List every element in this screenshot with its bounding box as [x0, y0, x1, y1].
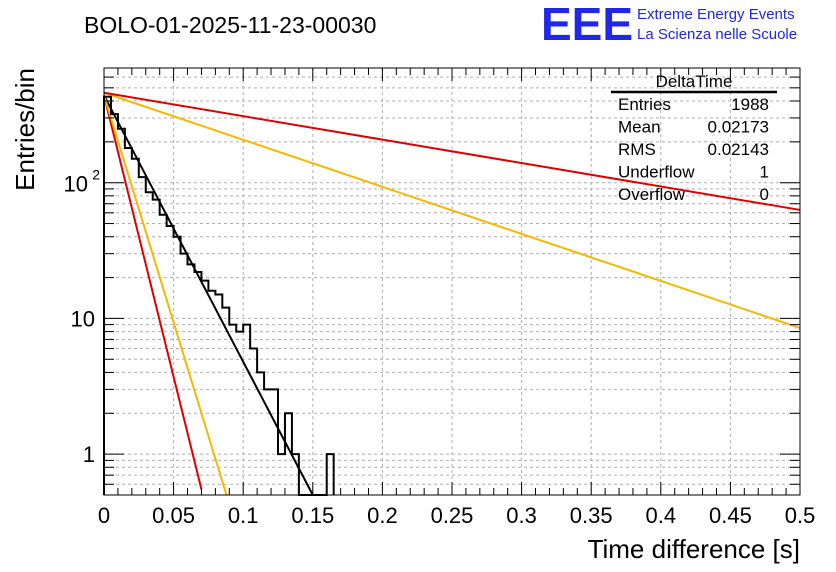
- stats-value: 0: [760, 185, 769, 204]
- logo-line-2: La Scienza nelle Scuole: [637, 26, 797, 43]
- logo-letters: EEE: [541, 0, 633, 50]
- stats-value: 0.02143: [708, 140, 769, 159]
- y-axis-label: Entries/bin: [10, 68, 40, 191]
- x-tick-label: 0: [98, 503, 110, 528]
- histogram-step-line: [103, 95, 335, 496]
- stats-value: 1988: [731, 95, 769, 114]
- axis-ticks: [103, 68, 801, 495]
- stats-label: Mean: [618, 118, 661, 137]
- x-tick-labels: 0 0.05 0.1 0.15 0.2 0.25 0.3 0.35 0.4 0.45 0.5: [98, 503, 815, 528]
- stats-label: Underflow: [618, 163, 695, 182]
- x-tick-label: 0.2: [367, 503, 398, 528]
- x-tick-label: 0.3: [506, 503, 537, 528]
- fit-line-red-shallow: [103, 91, 801, 211]
- grid-lines: [104, 68, 800, 495]
- stats-value: 1: [760, 163, 769, 182]
- x-tick-label: 0.05: [152, 503, 195, 528]
- x-tick-label: 0.35: [570, 503, 613, 528]
- logo-line-1: Extreme Energy Events: [637, 6, 795, 23]
- chart-title: BOLO-01-2025-11-23-00030: [84, 12, 376, 38]
- x-tick-label: 0.15: [291, 503, 334, 528]
- stats-label: RMS: [618, 140, 656, 159]
- x-tick-label: 0.4: [646, 503, 677, 528]
- stats-label: Overflow: [618, 185, 686, 204]
- stats-title: DeltaTime: [656, 72, 733, 91]
- y-tick-label-exponent: 2: [92, 167, 100, 183]
- stats-label: Entries: [618, 95, 671, 114]
- eee-logo: EEE Extreme Energy Events La Scienza nel…: [541, 0, 797, 50]
- x-tick-label: 0.5: [785, 503, 816, 528]
- y-tick-label: 10: [71, 306, 95, 331]
- fit-line-red-steep: [103, 95, 203, 490]
- stats-box: DeltaTime Entries 1988 Mean 0.02173 RMS 0.021…: [611, 72, 777, 204]
- fit-line-yellow-shallow: [103, 91, 801, 329]
- x-tick-label: 0.45: [709, 503, 752, 528]
- x-tick-label: 0.1: [228, 503, 259, 528]
- x-tick-label: 0.25: [431, 503, 474, 528]
- stats-value: 0.02173: [708, 118, 769, 137]
- fit-line-yellow-steep: [103, 95, 228, 496]
- stats-rows: Entries 1988 Mean 0.02173 RMS 0.02143 Underflo…: [618, 95, 769, 204]
- histogram-bars: [103, 95, 335, 496]
- y-tick-label: 10: [64, 172, 88, 197]
- x-axis-label: Time difference [s]: [588, 534, 800, 564]
- y-tick-label: 1: [83, 442, 95, 467]
